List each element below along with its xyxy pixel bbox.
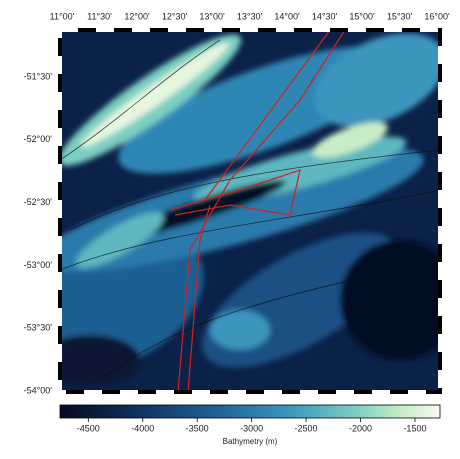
lat-tick-label: -53°30' bbox=[24, 323, 53, 333]
colorbar-tick-label: -3500 bbox=[186, 423, 209, 433]
colorbar-tick-label: -4500 bbox=[77, 423, 100, 433]
colorbar-label: Bathymetry (m) bbox=[223, 437, 278, 446]
map-figure: Bathymetry (m) 11°00' 11°30' 12°00' 12°30' 1… bbox=[0, 0, 460, 454]
lon-tick-label: 12°00' bbox=[124, 11, 150, 21]
lon-tick-label: 15°00' bbox=[349, 11, 375, 21]
lon-tick-label: 14°00' bbox=[274, 11, 300, 21]
lon-tick-label: 13°30' bbox=[237, 11, 263, 21]
colorbar-tick-label: -3000 bbox=[240, 423, 263, 433]
lat-tick-label: -51°30' bbox=[24, 71, 53, 81]
colorbar-tick-label: -2500 bbox=[295, 423, 318, 433]
lon-tick-label: 16°00' bbox=[424, 11, 450, 21]
lat-tick-label: -52°00' bbox=[24, 134, 53, 144]
colorbar-tick-label: -1500 bbox=[403, 423, 426, 433]
lon-tick-label: 15°30' bbox=[387, 11, 413, 21]
colorbar-tick-label: -4000 bbox=[131, 423, 154, 433]
lon-tick-label: 14°30' bbox=[312, 11, 338, 21]
colorbar bbox=[60, 405, 440, 418]
colorbar-tick-label: -2000 bbox=[349, 423, 372, 433]
lon-tick-label: 11°30' bbox=[87, 11, 112, 21]
lat-tick-label: -52°30' bbox=[24, 197, 53, 207]
lat-tick-label: -53°00' bbox=[24, 260, 53, 270]
bathymetry-image bbox=[12, 14, 460, 397]
lon-tick-label: 12°30' bbox=[162, 11, 188, 21]
lat-tick-label: -54°00' bbox=[24, 385, 53, 395]
lon-tick-label: 11°00' bbox=[50, 11, 75, 21]
lon-tick-label: 13°00' bbox=[199, 11, 225, 21]
